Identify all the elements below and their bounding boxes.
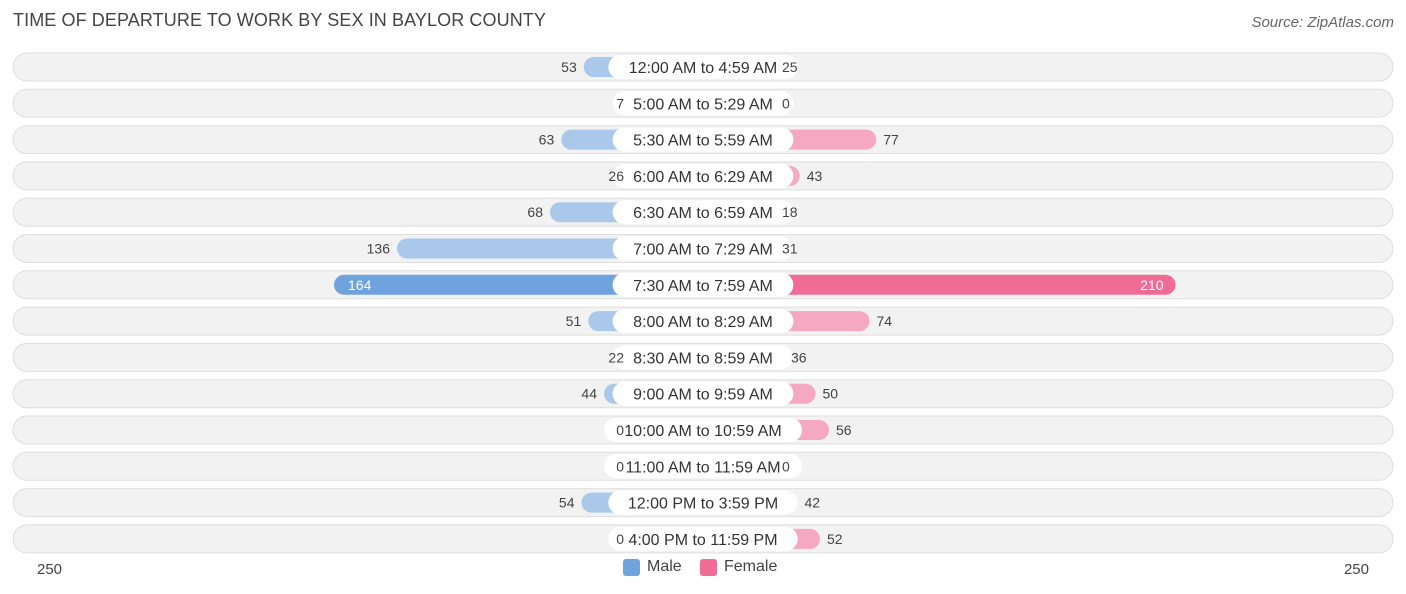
female-value-label: 0 [782,95,790,111]
category-pill [612,163,794,188]
category-label: 12:00 AM to 4:59 AM [629,60,778,77]
female-value-label: 77 [883,132,899,148]
chart-title: TIME OF DEPARTURE TO WORK BY SEX IN BAYL… [13,10,546,30]
male-value-label: 7 [616,95,624,111]
male-value-label: 164 [348,277,372,293]
male-value-label: 68 [527,204,543,220]
category-pill [612,236,794,261]
category-label: 10:00 AM to 10:59 AM [624,423,781,440]
female-value-label: 42 [805,495,821,511]
legend-swatch-female [700,558,717,576]
male-value-label: 0 [616,422,624,438]
female-value-label: 52 [827,531,843,547]
category-pill [608,490,798,515]
female-value-label: 31 [782,241,798,257]
male-value-label: 44 [581,386,597,402]
legend-label-male: Male [647,558,682,575]
legend: Male Female [0,558,1406,582]
male-value-label: 54 [559,495,575,511]
female-value-label: 43 [807,168,823,184]
category-label: 7:00 AM to 7:29 AM [633,242,773,259]
male-value-label: 0 [616,458,624,474]
category-pill [604,418,802,442]
category-label: 11:00 AM to 11:59 AM [625,459,780,476]
male-value-label: 51 [566,313,582,329]
category-pill [612,127,794,152]
axis-right-label: 250 [1343,561,1369,578]
category-pill [612,272,794,297]
legend-item-female[interactable]: Female [700,558,777,576]
legend-item-male[interactable]: Male [623,558,682,576]
source-label: Source: ZipAtlas.com [1251,14,1394,31]
female-value-label: 25 [782,59,798,75]
male-bar [334,274,703,295]
female-value-label: 56 [836,422,852,438]
male-value-label: 53 [561,59,577,75]
category-label: 4:00 PM to 11:59 PM [628,532,777,549]
category-pill [612,91,794,116]
category-pill [612,381,794,406]
category-label: 7:30 AM to 7:59 AM [633,278,773,295]
legend-label-female: Female [724,558,778,575]
legend-swatch-male [623,558,640,576]
male-value-label: 63 [539,132,555,148]
category-pill [608,526,798,551]
female-value-label: 74 [877,313,893,329]
category-label: 5:30 AM to 5:59 AM [633,133,773,150]
category-label: 6:30 AM to 6:59 AM [633,205,773,222]
category-pill [604,454,802,479]
category-label: 5:00 AM to 5:29 AM [633,96,773,113]
category-label: 12:00 PM to 3:59 PM [628,496,778,513]
male-value-label: 0 [616,531,624,547]
bar-chart: 12:00 AM to 4:59 AM 53 25 5:00 AM to 5:29 A… [12,52,1394,554]
male-value-label: 136 [367,241,391,257]
female-value-label: 0 [782,458,790,474]
female-bar [703,274,1176,295]
category-pill [612,200,794,225]
category-label: 8:00 AM to 8:29 AM [633,314,773,331]
category-label: 9:00 AM to 9:59 AM [633,387,773,404]
category-label: 8:30 AM to 8:59 AM [633,350,773,367]
category-pill [612,345,794,370]
female-value-label: 210 [1140,277,1164,293]
female-value-label: 36 [791,349,807,365]
axis-left-label: 250 [37,561,63,578]
male-value-label: 26 [608,168,624,184]
category-pill [612,309,794,334]
category-label: 6:00 AM to 6:29 AM [633,169,773,186]
category-pill [608,55,798,79]
male-value-label: 22 [608,349,624,365]
female-value-label: 50 [823,386,839,402]
female-value-label: 18 [782,204,798,220]
